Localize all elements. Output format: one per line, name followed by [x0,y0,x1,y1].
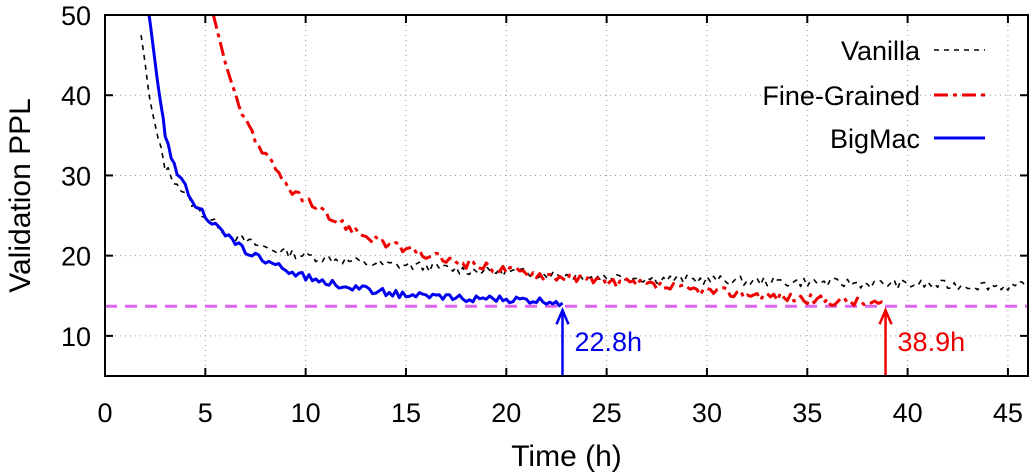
x-tick-label: 35 [792,398,822,428]
annotation-arrowhead-fine-grained [878,307,893,325]
y-tick-label: 10 [61,322,91,352]
annotation-arrowhead-bigmac [555,307,570,325]
legend: Vanilla Fine-Grained BigMac [762,36,985,154]
series-line-bigmac [147,14,564,308]
annotation-label-bigmac: 22.8h [574,327,642,357]
x-tick-label: 30 [692,398,722,428]
x-tick-label: 10 [291,398,321,428]
grid-lines [105,15,1028,376]
y-tick-label: 20 [61,242,91,272]
series-line-vanilla [140,34,1027,291]
y-tick-label: 50 [61,1,91,31]
y-tick-label: 30 [61,161,91,191]
y-axis-title: Validation PPL [4,98,37,293]
x-tick-label: 40 [893,398,923,428]
y-tick-label: 40 [61,81,91,111]
x-axis-title: Time (h) [511,440,622,473]
axis-ticks: 0 5 10 15 20 25 30 35 40 45 10 20 30 40 50 [61,1,1028,428]
legend-label-bigmac: BigMac [830,124,920,154]
legend-label-fine-grained: Fine-Grained [762,81,920,111]
x-tick-label: 20 [491,398,521,428]
x-tick-label: 5 [198,398,213,428]
x-tick-label: 15 [391,398,421,428]
annotations: 22.8h 38.9h [555,307,966,376]
x-tick-label: 45 [993,398,1023,428]
annotation-label-fine-grained: 38.9h [898,327,966,357]
legend-label-vanilla: Vanilla [841,36,921,66]
plot-frame [104,14,1029,377]
series-layer [140,14,1027,308]
x-tick-label: 25 [592,398,622,428]
series-line-fine-grained [211,14,887,307]
x-tick-label: 0 [97,398,112,428]
